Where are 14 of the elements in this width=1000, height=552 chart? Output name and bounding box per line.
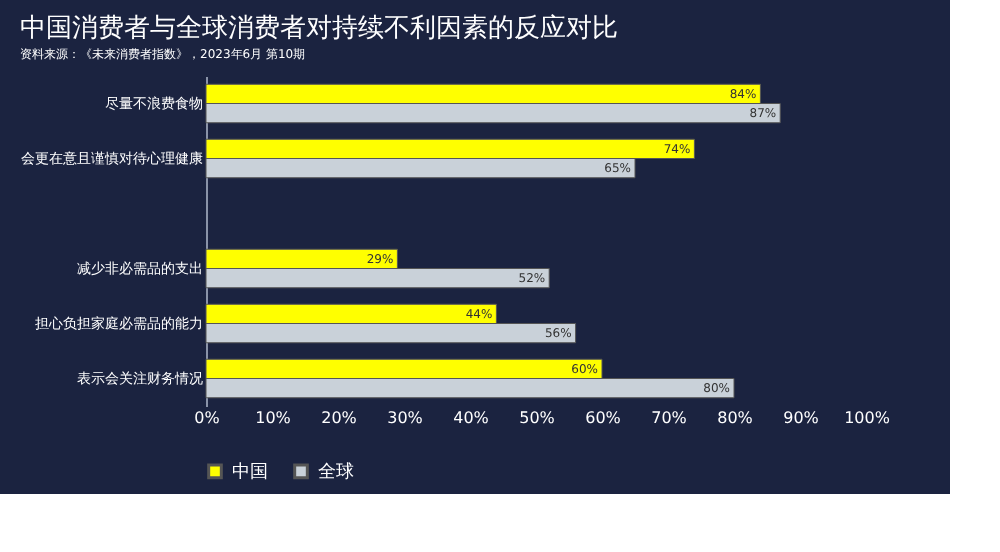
legend-label: 全球 — [318, 461, 354, 484]
x-tick-label: 90% — [783, 409, 820, 427]
legend-label: 中国 — [232, 461, 268, 484]
x-tick-label: 50% — [519, 409, 556, 427]
x-tick-label: 40% — [453, 409, 490, 427]
x-tick-label: 20% — [321, 409, 358, 427]
chart-title: 中国消费者与全球消费者对持续不利因素的反应对比 — [20, 12, 618, 44]
x-tick-label: 80% — [717, 409, 754, 427]
x-tick-label: 10% — [255, 409, 292, 427]
x-tick-label: 100% — [844, 409, 891, 427]
x-tick-label: 70% — [651, 409, 688, 427]
x-tick-label: 0% — [194, 409, 221, 427]
x-tick-label: 60% — [585, 409, 622, 427]
x-tick-label: 30% — [387, 409, 424, 427]
